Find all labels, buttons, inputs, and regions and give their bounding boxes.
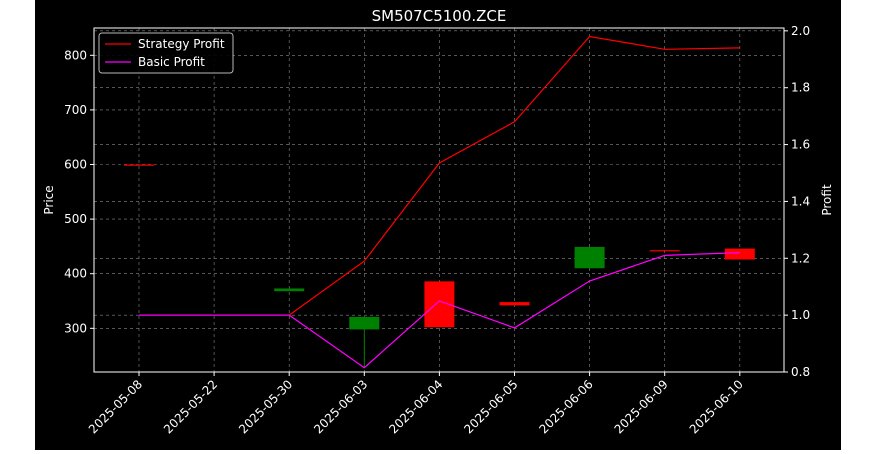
candle-body [574,246,605,269]
profit-tick-label: 1.0 [791,308,810,322]
profit-tick-label: 0.8 [791,365,810,379]
x-tick-label: 2025-06-05 [461,377,520,436]
line-strategy-profit [288,35,740,316]
candle-body [274,288,305,292]
legend-box [98,32,234,74]
candle-body [124,164,154,166]
profit-lines [139,35,740,369]
x-axis: 2025-05-08 2025-05-22 2025-05-30 2025-06-03… [86,372,746,436]
x-tick-label: 2025-06-03 [311,377,370,436]
profit-axis-label: Profit [820,184,834,216]
profit-tick-label: 1.2 [791,251,810,265]
price-tick-label: 700 [64,103,87,117]
candles [124,164,755,368]
x-tick-label: 2025-06-09 [612,377,671,436]
profit-tick-label: 1.8 [791,81,810,95]
candle-body [649,250,680,252]
x-tick-label: 2025-05-30 [236,377,295,436]
price-tick-label: 400 [64,267,87,281]
candle-body [499,302,530,306]
x-tick-label: 2025-06-06 [537,377,596,436]
price-tick-label: 800 [64,48,87,62]
profit-tick-label: 1.6 [791,138,810,152]
chart-title: SM507C5100.ZCE [372,7,507,25]
legend-label: Basic Profit [138,55,205,69]
line-basic-profit [139,252,740,369]
profit-tick-label: 2.0 [791,24,810,38]
candle-body [724,248,755,260]
legend-label: Strategy Profit [138,37,225,51]
x-tick-label: 2025-05-08 [86,377,145,436]
chart: SM507C5100.ZCE 2025-05-08 2025-05-22 2025-… [42,7,834,436]
figure: SM507C5100.ZCE 2025-05-08 2025-05-22 2025-… [35,0,841,450]
candle-body [349,316,380,330]
price-tick-label: 500 [64,212,87,226]
legend: Strategy Profit Basic Profit [98,32,234,74]
price-axis-label: Price [42,185,56,214]
profit-axis: 0.8 1.0 1.2 1.4 1.6 1.8 2.0 [784,24,810,379]
price-axis: 300 400 500 600 700 800 [64,48,94,335]
profit-tick-label: 1.4 [791,194,810,208]
price-tick-label: 300 [64,321,87,335]
price-tick-label: 600 [64,158,87,172]
x-tick-label: 2025-05-22 [161,377,220,436]
x-tick-label: 2025-06-04 [386,377,445,436]
x-tick-label: 2025-06-10 [687,377,746,436]
